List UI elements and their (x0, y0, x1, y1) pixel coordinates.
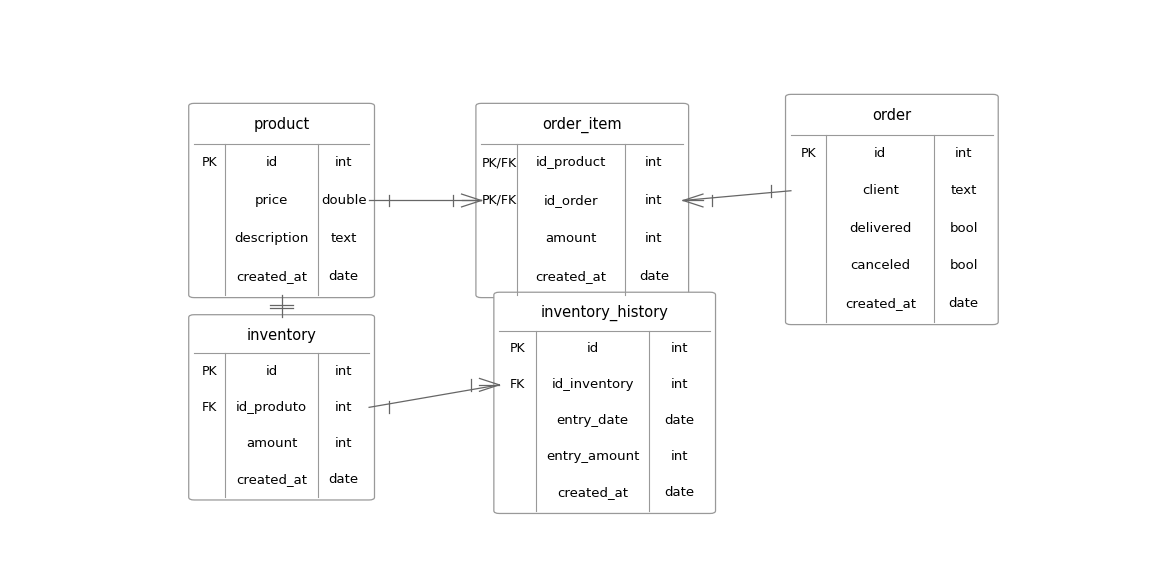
Text: price: price (255, 194, 288, 207)
FancyBboxPatch shape (493, 292, 716, 513)
Text: id_product: id_product (535, 156, 606, 169)
FancyBboxPatch shape (189, 315, 374, 500)
Text: date: date (329, 473, 359, 486)
Text: id_produto: id_produto (236, 401, 307, 414)
FancyBboxPatch shape (189, 103, 374, 298)
Text: entry_date: entry_date (557, 414, 629, 427)
Text: inventory: inventory (247, 328, 316, 343)
Text: date: date (948, 297, 979, 310)
Text: order: order (872, 108, 911, 123)
Text: order_item: order_item (542, 117, 622, 133)
Text: amount: amount (545, 232, 596, 245)
Text: PK/FK: PK/FK (482, 194, 516, 207)
Text: bool: bool (950, 259, 977, 272)
Text: PK/FK: PK/FK (482, 156, 516, 169)
Text: FK: FK (201, 401, 217, 414)
Text: date: date (665, 414, 695, 427)
Text: int: int (335, 365, 352, 378)
Text: int: int (955, 147, 973, 160)
Text: bool: bool (950, 222, 977, 235)
Text: FK: FK (510, 378, 526, 391)
Text: int: int (645, 232, 662, 245)
Text: id: id (874, 147, 886, 160)
Text: date: date (639, 270, 669, 283)
Text: int: int (645, 156, 662, 169)
Text: double: double (321, 194, 367, 207)
Text: int: int (670, 450, 688, 463)
Text: id_order: id_order (543, 194, 598, 207)
Text: description: description (234, 232, 309, 245)
Text: canceled: canceled (850, 259, 910, 272)
Text: client: client (862, 184, 899, 197)
Text: created_at: created_at (236, 270, 307, 283)
Text: int: int (335, 401, 352, 414)
Text: id_inventory: id_inventory (551, 378, 633, 391)
Text: id: id (586, 342, 599, 356)
Text: int: int (645, 194, 662, 207)
Text: PK: PK (801, 147, 816, 160)
Text: amount: amount (245, 437, 298, 450)
Text: id: id (265, 156, 278, 169)
Text: created_at: created_at (557, 486, 628, 499)
Text: int: int (670, 378, 688, 391)
Text: int: int (335, 156, 352, 169)
Text: text: text (951, 184, 976, 197)
Text: int: int (335, 437, 352, 450)
Text: delivered: delivered (849, 222, 911, 235)
Text: inventory_history: inventory_history (541, 305, 668, 321)
Text: int: int (670, 342, 688, 356)
Text: date: date (665, 486, 695, 499)
Text: entry_amount: entry_amount (545, 450, 639, 463)
FancyBboxPatch shape (785, 95, 998, 325)
Text: id: id (265, 365, 278, 378)
Text: date: date (329, 270, 359, 283)
Text: created_at: created_at (535, 270, 606, 283)
Text: created_at: created_at (236, 473, 307, 486)
Text: PK: PK (510, 342, 526, 356)
FancyBboxPatch shape (476, 103, 689, 298)
Text: PK: PK (201, 365, 218, 378)
Text: created_at: created_at (845, 297, 916, 310)
Text: product: product (254, 117, 309, 133)
Text: text: text (330, 232, 357, 245)
Text: PK: PK (201, 156, 218, 169)
